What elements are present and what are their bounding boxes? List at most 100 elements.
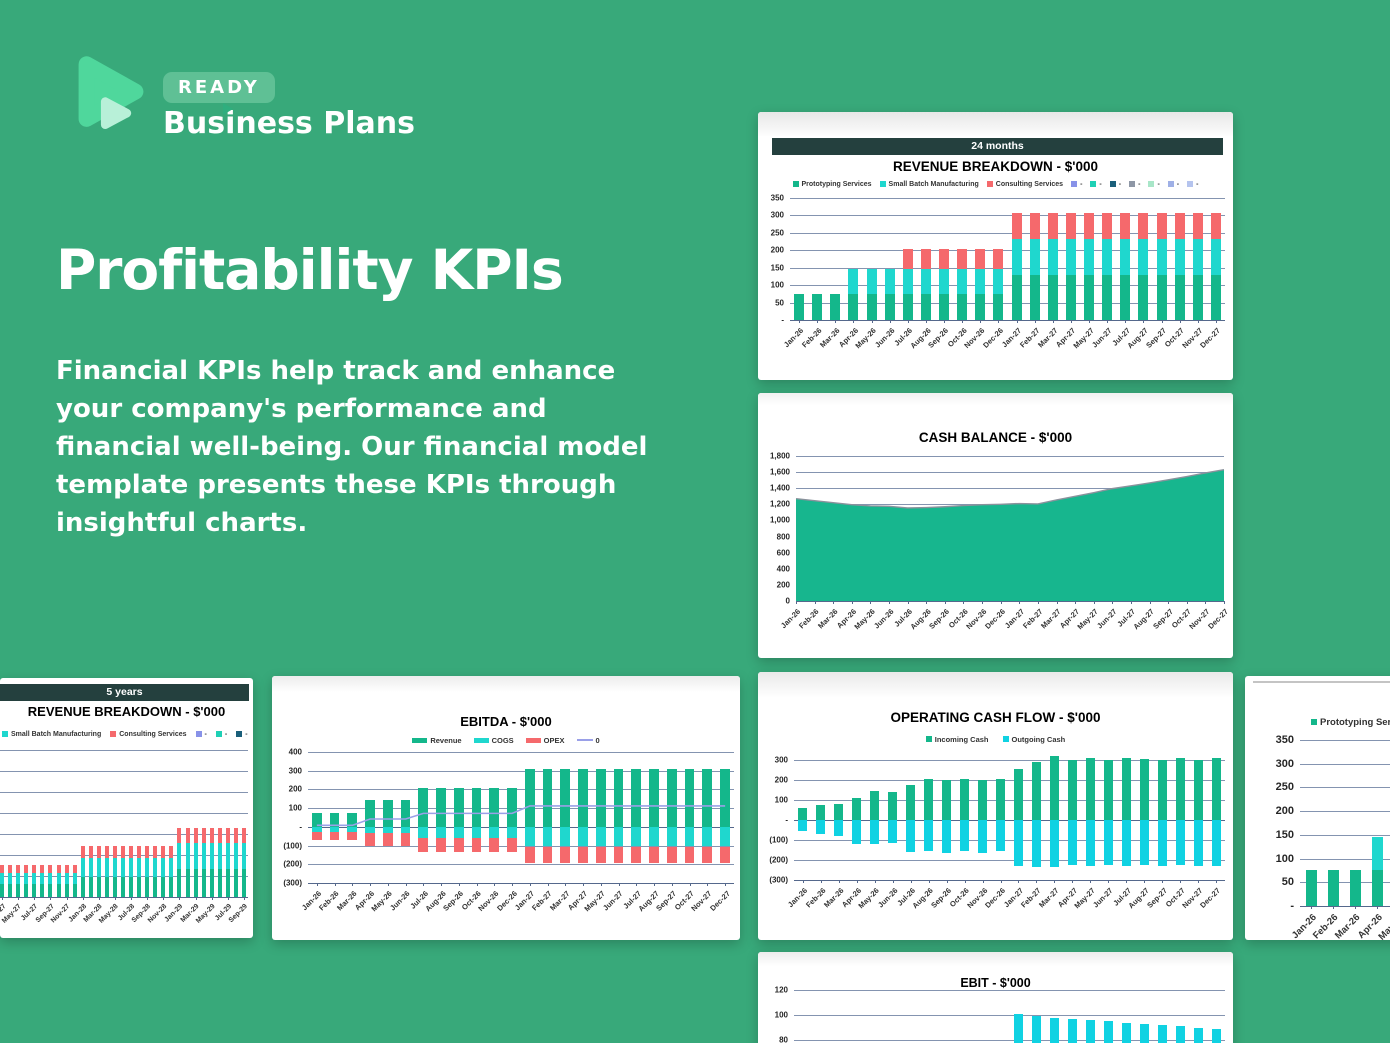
- bar-opex: [666, 846, 677, 864]
- x-axis-tick: [423, 883, 425, 886]
- legend-label: -: [1080, 180, 1083, 188]
- x-axis-tick: [1377, 906, 1378, 909]
- y-axis-label: (100): [769, 835, 788, 845]
- bar-opex: [400, 833, 411, 846]
- legend-label: Revenue: [430, 735, 462, 745]
- bar-consulting-services: [177, 827, 182, 843]
- bar-incoming-cash: [1121, 758, 1131, 820]
- y-axis-label: 200: [770, 245, 784, 255]
- bar-cogs: [365, 826, 375, 834]
- bar-small-batch-manufacturing: [201, 842, 206, 870]
- legend-swatch: [110, 731, 117, 737]
- bar-cogs: [400, 826, 411, 834]
- y-axis-label: (100): [283, 841, 302, 851]
- chart-period-header: 24 months: [772, 138, 1223, 155]
- bar-consulting-services: [975, 248, 986, 270]
- legend-swatch: [792, 181, 799, 187]
- bar-revenue: [365, 799, 375, 827]
- legend-item: Outgoing Cash: [1002, 735, 1065, 744]
- bar-prototyping-services: [848, 293, 859, 320]
- y-axis-label: 300: [770, 210, 784, 220]
- brand-name: Business Plans: [163, 106, 415, 141]
- bar-prototyping-services: [794, 293, 805, 320]
- bar-cogs: [684, 826, 695, 847]
- bar-outgoing-cash: [1157, 820, 1167, 866]
- x-axis-tick: [833, 601, 835, 604]
- bar-prototyping-services: [0, 883, 5, 897]
- chart-card-ebitda: EBITDA - $'000 400 300 200 100- (100) (200) (3…: [272, 676, 740, 940]
- bar-small-batch-manufacturing: [1084, 239, 1095, 276]
- x-axis-tick: [964, 880, 966, 883]
- bar-cogs: [489, 826, 500, 839]
- bar-consulting-services: [217, 827, 222, 843]
- bar-outgoing-cash: [1139, 820, 1149, 865]
- gridline: [308, 826, 734, 828]
- bar-prototyping-services: [40, 883, 45, 897]
- legend-item: Prototyping Services: [792, 181, 872, 188]
- x-axis-tick: [707, 883, 709, 886]
- legend-swatch: [1187, 181, 1194, 187]
- y-axis-label: 300: [1275, 757, 1294, 770]
- bar-cogs: [507, 826, 517, 839]
- bar-outgoing-cash: [1085, 820, 1095, 866]
- bar-opex: [489, 838, 500, 853]
- bar-ebit: [1139, 1023, 1149, 1043]
- bar-incoming-cash: [996, 778, 1005, 820]
- legend-item: -: [195, 731, 207, 738]
- x-axis-tick: [1093, 601, 1095, 604]
- bar-outgoing-cash: [1013, 820, 1023, 866]
- y-axis-label: 250: [1275, 781, 1294, 794]
- bar-incoming-cash: [942, 780, 952, 820]
- legend-swatch: [925, 736, 932, 742]
- bar-small-batch-manufacturing: [209, 842, 214, 870]
- bar-prototyping-services: [185, 869, 190, 897]
- y-axis-label: 0: [785, 596, 790, 606]
- x-axis-tick: [982, 601, 984, 604]
- bar-prototyping-services: [16, 883, 21, 897]
- gridline: [0, 792, 248, 793]
- x-axis-tick: [853, 320, 855, 323]
- chart-card-ebit: EBIT - $'000 12010080604020-Jan-26Feb-26…: [758, 952, 1233, 1043]
- bar-prototyping-services: [209, 869, 214, 897]
- x-axis-tick: [211, 897, 213, 900]
- y-axis-label: 80: [779, 1035, 788, 1043]
- x-axis-tick: [458, 883, 460, 886]
- bar-cogs: [418, 826, 429, 839]
- legend-label: -: [1099, 180, 1102, 188]
- x-axis-tick: [1125, 320, 1127, 323]
- bar-consulting-services: [1138, 212, 1149, 240]
- x-axis-tick: [114, 897, 116, 900]
- y-axis-label: -: [781, 315, 784, 325]
- legend-label: -: [1118, 180, 1122, 188]
- x-axis-tick: [907, 320, 909, 323]
- x-axis-tick: [1034, 320, 1036, 323]
- x-axis-tick: [618, 883, 620, 886]
- bar-small-batch-manufacturing: [193, 842, 198, 870]
- legend-swatch: [525, 737, 541, 743]
- gridline: [790, 267, 1225, 269]
- bar-revenue: [524, 769, 535, 827]
- bar-prototyping-services: [830, 293, 841, 320]
- bar-prototyping-services: [8, 883, 13, 897]
- x-axis-tick: [441, 883, 443, 886]
- legend-label: -: [1157, 180, 1160, 188]
- gridline: [790, 250, 1225, 252]
- x-axis-tick: [565, 883, 567, 886]
- bar-incoming-cash: [798, 808, 808, 820]
- bar-outgoing-cash: [798, 820, 808, 831]
- x-axis-tick: [856, 880, 858, 883]
- gridline: [308, 752, 734, 753]
- bar-prototyping-services: [1156, 275, 1167, 320]
- x-axis-tick: [1333, 906, 1334, 909]
- bar-small-batch-manufacturing: [161, 857, 166, 878]
- bar-cogs: [311, 826, 322, 833]
- chart-card-revenue-partial: 350 300 250 200 150 100 50- Jan-26 Feb-26 Mar-26 A…: [1245, 676, 1390, 940]
- legend-item: Prototyping Services: [1311, 717, 1390, 728]
- y-axis-label: 1,000: [769, 515, 790, 525]
- bar-outgoing-cash: [960, 820, 970, 851]
- x-axis-tick: [1052, 320, 1054, 323]
- bar-consulting-services: [24, 864, 29, 873]
- bar-consulting-services: [1065, 212, 1076, 240]
- bar-consulting-services: [112, 845, 117, 858]
- bar-consulting-services: [1120, 212, 1131, 240]
